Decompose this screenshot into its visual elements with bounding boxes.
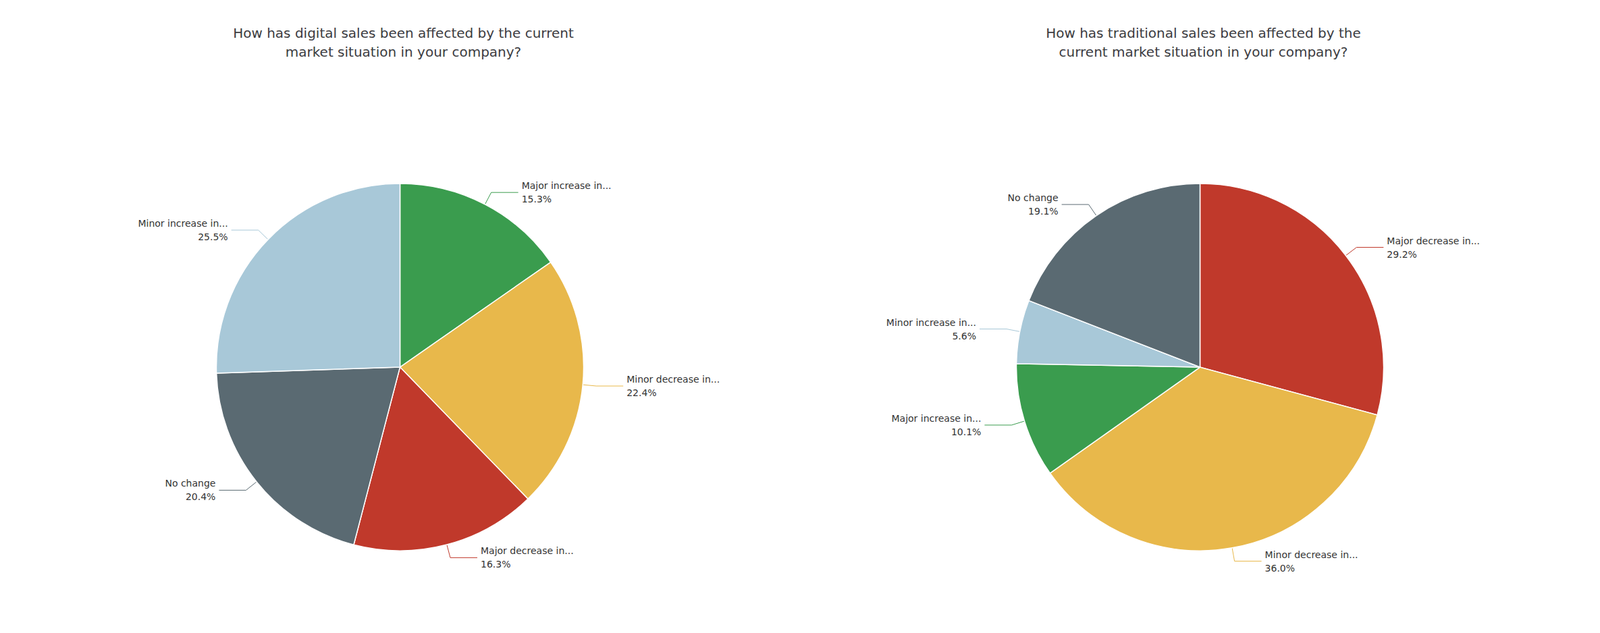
svg-text:19.1%: 19.1% (1028, 205, 1058, 217)
svg-text:No change: No change (1007, 192, 1059, 204)
svg-text:22.4%: 22.4% (626, 387, 657, 399)
svg-text:current market situation in yo: current market situation in your company… (1059, 43, 1349, 61)
svg-text:Major decrease in...: Major decrease in... (480, 545, 574, 557)
svg-text:Major decrease in...: Major decrease in... (1386, 235, 1480, 247)
svg-text:No change: No change (164, 477, 216, 489)
svg-text:Minor increase in...: Minor increase in... (886, 317, 977, 329)
svg-text:How has traditional sales been: How has traditional sales been affected … (1045, 24, 1362, 42)
svg-text:Major increase in...: Major increase in... (891, 413, 981, 424)
svg-text:Major increase in...: Major increase in... (521, 180, 612, 192)
svg-text:16.3%: 16.3% (480, 558, 511, 570)
svg-text:25.5%: 25.5% (197, 231, 228, 243)
svg-text:Minor decrease in...: Minor decrease in... (626, 374, 720, 385)
svg-text:Minor increase in...: Minor increase in... (137, 218, 228, 229)
svg-text:29.2%: 29.2% (1386, 249, 1417, 260)
svg-text:20.4%: 20.4% (185, 491, 216, 503)
svg-text:Minor decrease in...: Minor decrease in... (1265, 549, 1359, 561)
svg-text:market situation in your compa: market situation in your company? (285, 43, 522, 61)
svg-text:5.6%: 5.6% (951, 330, 977, 342)
svg-text:How has digital sales been aff: How has digital sales been affected by t… (232, 24, 574, 42)
svg-text:15.3%: 15.3% (521, 193, 552, 205)
svg-text:36.0%: 36.0% (1265, 563, 1295, 574)
svg-text:10.1%: 10.1% (951, 426, 981, 438)
